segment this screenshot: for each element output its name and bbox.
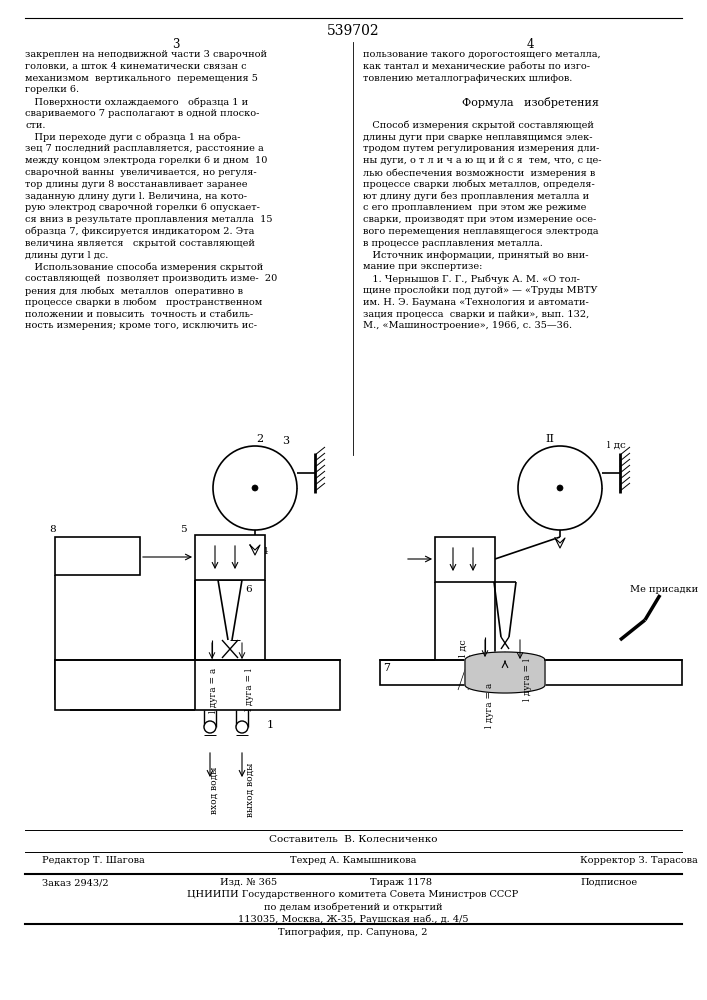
- Text: l дуга = а: l дуга = а: [485, 682, 494, 728]
- Text: Типография, пр. Сапунова, 2: Типография, пр. Сапунова, 2: [279, 928, 428, 937]
- Circle shape: [518, 446, 602, 530]
- Text: l дуга = а: l дуга = а: [209, 667, 218, 713]
- Text: заданную длину дуги l. Величина, на кото-: заданную длину дуги l. Величина, на кото…: [25, 192, 247, 201]
- Text: 113035, Москва, Ж-35, Раушская наб., д. 4/5: 113035, Москва, Ж-35, Раушская наб., д. …: [238, 914, 468, 924]
- Text: им. Н. Э. Баумана «Технология и автомати-: им. Н. Э. Баумана «Технология и автомати…: [363, 298, 589, 307]
- Polygon shape: [250, 545, 260, 555]
- Text: 539702: 539702: [327, 24, 380, 38]
- Text: положении и повысить  точность и стабиль-: положении и повысить точность и стабиль-: [25, 310, 253, 319]
- Text: вход воды: вход воды: [210, 766, 219, 814]
- Text: Способ измерения скрытой составляющей: Способ измерения скрытой составляющей: [363, 121, 594, 130]
- Text: по делам изобретений и открытий: по делам изобретений и открытий: [264, 902, 443, 912]
- Text: l дуга = l: l дуга = l: [523, 659, 532, 701]
- Text: М., «Машиностроение», 1966, с. 35—36.: М., «Машиностроение», 1966, с. 35—36.: [363, 321, 572, 330]
- Text: процессе сварки любых металлов, определя-: процессе сварки любых металлов, определя…: [363, 180, 595, 189]
- Text: Поверхности охлаждаемого   образца 1 и: Поверхности охлаждаемого образца 1 и: [25, 97, 248, 107]
- Text: закреплен на неподвижной части 3 сварочной: закреплен на неподвижной части 3 сварочн…: [25, 50, 267, 59]
- Text: 3: 3: [282, 436, 289, 446]
- Text: рую электрод сварочной горелки 6 опускает-: рую электрод сварочной горелки 6 опускае…: [25, 203, 260, 212]
- Text: процессе сварки в любом   пространственном: процессе сварки в любом пространственном: [25, 298, 262, 307]
- Text: Составитель  В. Колесниченко: Составитель В. Колесниченко: [269, 835, 437, 844]
- Text: 3: 3: [173, 38, 180, 51]
- Text: свариваемого 7 располагают в одной плоско-: свариваемого 7 располагают в одной плоск…: [25, 109, 259, 118]
- Text: 8: 8: [49, 525, 57, 534]
- Text: тор длины дуги 8 восстанавливает заранее: тор длины дуги 8 восстанавливает заранее: [25, 180, 247, 189]
- Text: ЦНИИПИ Государственного комитета Совета Министров СССР: ЦНИИПИ Государственного комитета Совета …: [187, 890, 519, 899]
- Bar: [55, 660, 340, 710]
- Text: сти.: сти.: [25, 121, 45, 130]
- Text: как тантал и механические работы по изго-: как тантал и механические работы по изго…: [363, 62, 590, 71]
- Text: Подписное: Подписное: [580, 878, 637, 887]
- Text: товлению металлографических шлифов.: товлению металлографических шлифов.: [363, 74, 573, 83]
- Bar: [55, 537, 140, 575]
- Text: щине прослойки под дугой» — «Труды МВТУ: щине прослойки под дугой» — «Труды МВТУ: [363, 286, 597, 295]
- Text: длины дуги l дс.: длины дуги l дс.: [25, 251, 108, 260]
- Text: в процессе расплавления металла.: в процессе расплавления металла.: [363, 239, 543, 248]
- Text: 7: 7: [383, 663, 390, 673]
- Text: Изд. № 365: Изд. № 365: [220, 878, 277, 887]
- Text: величина является   скрытой составляющей: величина является скрытой составляющей: [25, 239, 255, 248]
- Text: l дс: l дс: [459, 639, 467, 657]
- Text: тродом путем регулирования измерения дли-: тродом путем регулирования измерения дли…: [363, 144, 600, 153]
- Text: Корректор З. Тарасова: Корректор З. Тарасова: [580, 856, 698, 865]
- Text: l дуга = l: l дуга = l: [245, 669, 254, 711]
- Text: II: II: [546, 434, 554, 444]
- Text: Источник информации, принятый во вни-: Источник информации, принятый во вни-: [363, 251, 588, 260]
- Text: образца 7, фиксируется индикатором 2. Эта: образца 7, фиксируется индикатором 2. Эт…: [25, 227, 255, 236]
- Circle shape: [204, 721, 216, 733]
- Text: пользование такого дорогостоящего металла,: пользование такого дорогостоящего металл…: [363, 50, 601, 59]
- Text: При переходе дуги с образца 1 на обра-: При переходе дуги с образца 1 на обра-: [25, 133, 240, 142]
- Bar: [435, 537, 495, 582]
- Text: Формула   изобретения: Формула изобретения: [462, 97, 598, 108]
- Text: 1. Чернышов Г. Г., Рыбчук А. М. «О тол-: 1. Чернышов Г. Г., Рыбчук А. М. «О тол-: [363, 274, 580, 284]
- Text: 5: 5: [180, 525, 187, 534]
- Text: ся вниз в результате проплавления металла  15: ся вниз в результате проплавления металл…: [25, 215, 272, 224]
- Text: между концом электрода горелки 6 и дном  10: между концом электрода горелки 6 и дном …: [25, 156, 267, 165]
- Text: l дс: l дс: [607, 441, 626, 450]
- Polygon shape: [465, 652, 545, 693]
- Text: Техред А. Камышникова: Техред А. Камышникова: [290, 856, 416, 865]
- Text: Заказ 2943/2: Заказ 2943/2: [42, 878, 109, 887]
- Text: механизмом  вертикального  перемещения 5: механизмом вертикального перемещения 5: [25, 74, 258, 83]
- Text: 6: 6: [245, 585, 252, 594]
- Polygon shape: [555, 538, 565, 548]
- Text: лью обеспечения возможности  измерения в: лью обеспечения возможности измерения в: [363, 168, 595, 178]
- Text: 2: 2: [257, 434, 264, 444]
- Text: зация процесса  сварки и пайки», вып. 132,: зация процесса сварки и пайки», вып. 132…: [363, 310, 589, 319]
- Text: Ме присадки: Ме присадки: [630, 585, 698, 594]
- Text: ность измерения; кроме того, исключить ис-: ность измерения; кроме того, исключить и…: [25, 321, 257, 330]
- Text: 4: 4: [262, 547, 269, 556]
- Text: 4: 4: [526, 38, 534, 51]
- Text: 1: 1: [267, 720, 274, 730]
- Text: Тираж 1178: Тираж 1178: [370, 878, 432, 887]
- Bar: [195, 535, 265, 580]
- Text: рения для любых  металлов  оперативно в: рения для любых металлов оперативно в: [25, 286, 243, 296]
- Text: с его проплавлением  при этом же режиме: с его проплавлением при этом же режиме: [363, 203, 586, 212]
- Text: сварки, производят при этом измерение осе-: сварки, производят при этом измерение ос…: [363, 215, 596, 224]
- Circle shape: [252, 485, 258, 491]
- Text: горелки 6.: горелки 6.: [25, 85, 79, 94]
- Text: ны дуги, о т л и ч а ю щ и й с я  тем, что, с це-: ны дуги, о т л и ч а ю щ и й с я тем, чт…: [363, 156, 602, 165]
- Text: мание при экспертизе:: мание при экспертизе:: [363, 262, 482, 271]
- Text: длины дуги при сварке неплавящимся элек-: длины дуги при сварке неплавящимся элек-: [363, 133, 592, 142]
- Text: зец 7 последний расплавляется, расстояние а: зец 7 последний расплавляется, расстояни…: [25, 144, 264, 153]
- Bar: [380, 660, 682, 685]
- Text: Редактор Т. Шагова: Редактор Т. Шагова: [42, 856, 145, 865]
- Circle shape: [213, 446, 297, 530]
- Text: составляющей  позволяет производить изме-  20: составляющей позволяет производить изме-…: [25, 274, 277, 283]
- Text: выход воды: выход воды: [246, 763, 255, 817]
- Text: сварочной ванны  увеличивается, но регуля-: сварочной ванны увеличивается, но регуля…: [25, 168, 257, 177]
- Text: ют длину дуги без проплавления металла и: ют длину дуги без проплавления металла и: [363, 192, 589, 201]
- Circle shape: [236, 721, 248, 733]
- Text: вого перемещения неплавящегося электрода: вого перемещения неплавящегося электрода: [363, 227, 599, 236]
- Text: Использование способа измерения скрытой: Использование способа измерения скрытой: [25, 262, 263, 272]
- Circle shape: [557, 485, 563, 491]
- Text: головки, а шток 4 кинематически связан с: головки, а шток 4 кинематически связан с: [25, 62, 247, 71]
